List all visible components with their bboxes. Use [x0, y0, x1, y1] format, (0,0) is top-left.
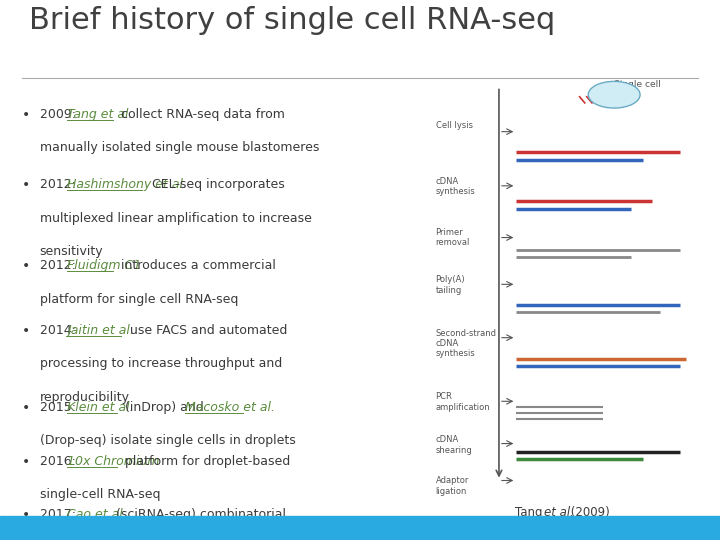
Text: (inDrop) and: (inDrop) and [121, 401, 208, 414]
Text: platform for single cell RNA-seq: platform for single cell RNA-seq [40, 293, 238, 306]
Text: 2016:: 2016: [40, 455, 79, 468]
Text: Klein et al.: Klein et al. [67, 401, 133, 414]
Text: •: • [22, 178, 30, 192]
Text: •: • [22, 401, 30, 415]
Text: Tang: Tang [515, 507, 546, 519]
Text: (sciRNA-seq) combinatorial: (sciRNA-seq) combinatorial [112, 508, 286, 521]
Text: manually isolated single mouse blastomeres: manually isolated single mouse blastomer… [40, 141, 319, 154]
Text: platform for droplet-based: platform for droplet-based [121, 455, 290, 468]
Text: 2017:: 2017: [40, 508, 80, 521]
Text: single-cell RNA-seq: single-cell RNA-seq [40, 488, 160, 501]
Text: CEL-seq incorporates: CEL-seq incorporates [148, 178, 285, 191]
Text: 2014:: 2014: [40, 324, 79, 337]
Text: Fluidigm C1: Fluidigm C1 [67, 259, 141, 272]
Text: Poly(A)
tailing: Poly(A) tailing [436, 275, 465, 295]
Text: introduces a commercial: introduces a commercial [117, 259, 276, 272]
Ellipse shape [588, 82, 640, 108]
Text: sensitivity: sensitivity [40, 245, 103, 258]
Text: cDNA
shearing: cDNA shearing [436, 435, 472, 455]
Text: PCR
amplification: PCR amplification [436, 392, 490, 411]
Text: Tang et al.: Tang et al. [67, 108, 132, 121]
Text: cDNA
synthesis: cDNA synthesis [436, 177, 475, 196]
Text: Macosko et al.: Macosko et al. [185, 401, 275, 414]
Text: multiplexed linear amplification to increase: multiplexed linear amplification to incr… [40, 212, 312, 225]
Text: •: • [22, 455, 30, 469]
Text: Single cell: Single cell [613, 80, 661, 89]
Text: 2009:: 2009: [40, 108, 80, 121]
Text: et al.: et al. [544, 507, 573, 519]
Text: •: • [22, 508, 30, 522]
Text: Adaptor
ligation: Adaptor ligation [436, 476, 469, 496]
Text: collect RNA-seq data from: collect RNA-seq data from [117, 108, 284, 121]
Text: •: • [22, 324, 30, 338]
Text: use FACS and automated: use FACS and automated [126, 324, 287, 337]
Bar [0, 516, 720, 540]
Text: 10x Chromium: 10x Chromium [67, 455, 159, 468]
Text: 2015:: 2015: [40, 401, 80, 414]
Text: •: • [22, 259, 30, 273]
Text: Cell lysis: Cell lysis [436, 122, 472, 130]
Text: Hashimshony et al.: Hashimshony et al. [67, 178, 186, 191]
Text: Primer
removal: Primer removal [436, 228, 470, 247]
Text: Jaitin et al.: Jaitin et al. [67, 324, 134, 337]
Text: •: • [22, 108, 30, 122]
Text: 2012:: 2012: [40, 259, 79, 272]
Text: reproducibility: reproducibility [40, 391, 130, 404]
Text: 2012:: 2012: [40, 178, 79, 191]
Text: Cao et al.: Cao et al. [67, 508, 127, 521]
Text: (2009): (2009) [567, 507, 609, 519]
Text: Second-strand
cDNA
synthesis: Second-strand cDNA synthesis [436, 329, 497, 359]
Text: Brief history of single cell RNA-seq: Brief history of single cell RNA-seq [29, 6, 555, 35]
Text: processing to increase throughput and: processing to increase throughput and [40, 357, 282, 370]
Text: (Drop-seq) isolate single cells in droplets: (Drop-seq) isolate single cells in dropl… [40, 434, 295, 447]
